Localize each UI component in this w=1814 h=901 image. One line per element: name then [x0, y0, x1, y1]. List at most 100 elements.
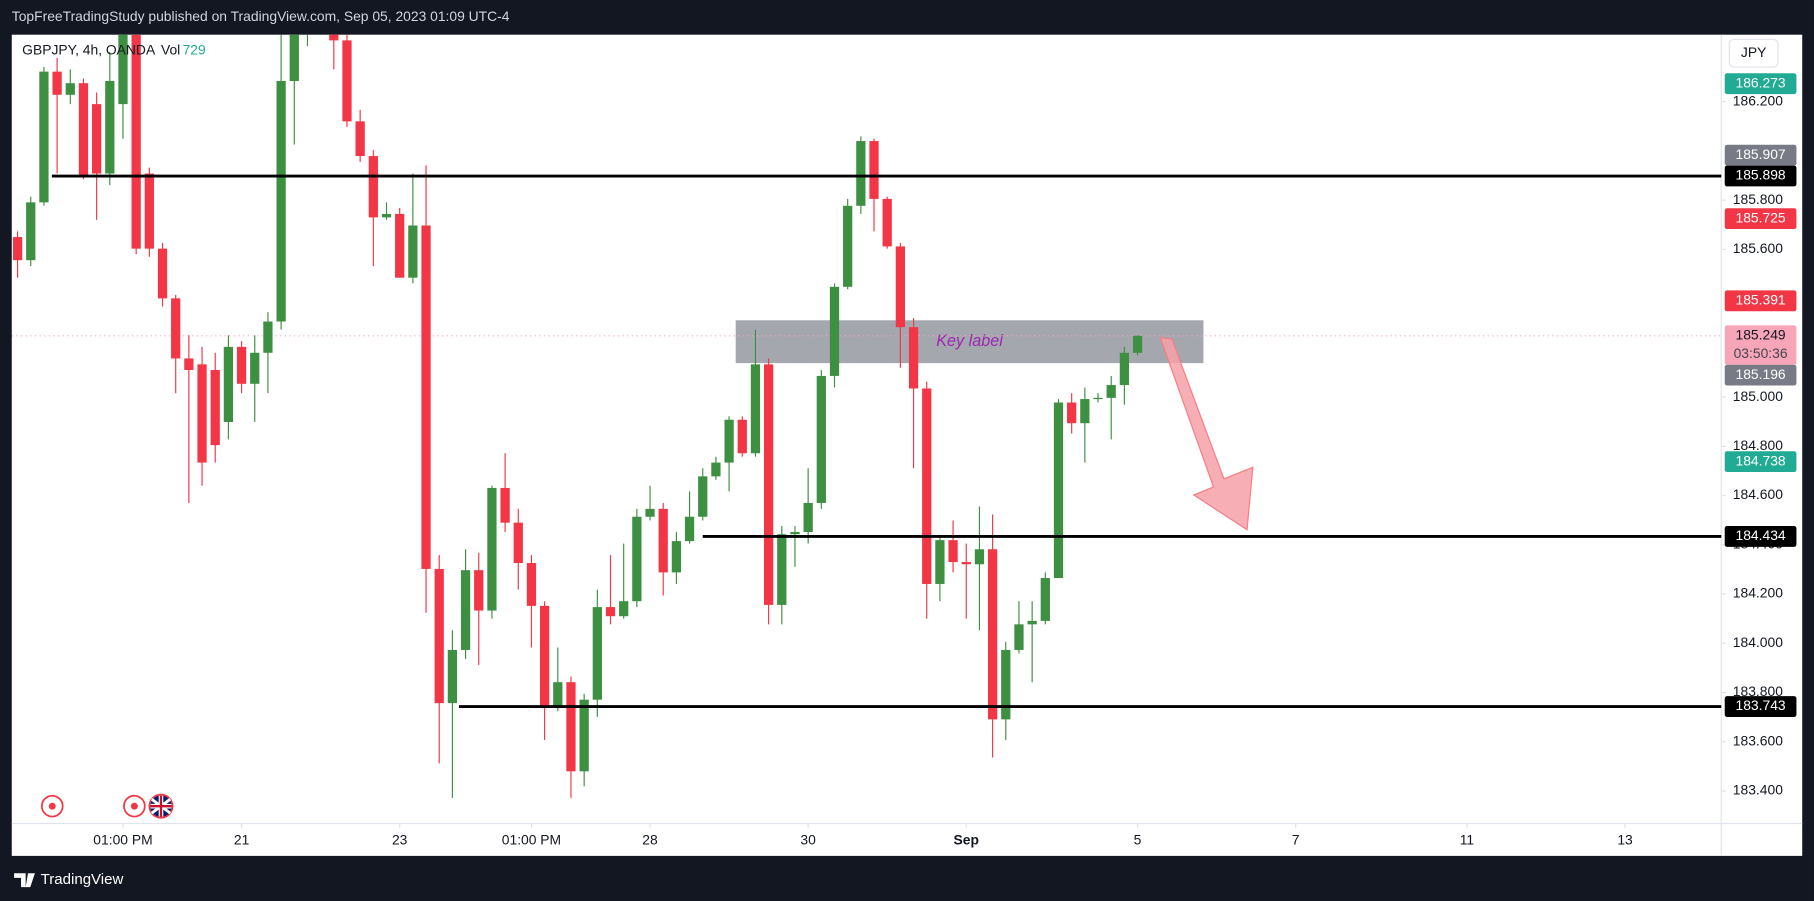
header-text: TopFreeTradingStudy published on Trading…: [12, 8, 510, 24]
candle-body: [856, 141, 866, 206]
y-tick-label: 184.000: [1733, 634, 1783, 650]
y-tick-label: 185.000: [1733, 388, 1783, 404]
y-tick-label: 183.600: [1733, 732, 1783, 748]
candle-body: [790, 532, 800, 535]
candle-body: [869, 141, 879, 199]
candle-body: [803, 502, 813, 533]
candle-body: [474, 570, 484, 611]
candle-body: [922, 388, 932, 584]
candle-body: [1106, 385, 1116, 398]
zone-label: Key label: [936, 332, 1003, 350]
candle-body: [698, 476, 708, 517]
candle-body: [1053, 402, 1064, 579]
candle-body: [1119, 352, 1130, 386]
candle-body: [935, 540, 945, 584]
y-tick-label: 184.800: [1733, 437, 1783, 453]
candle-body: [632, 516, 642, 602]
candle-body: [724, 419, 734, 463]
price-label-box: [1724, 165, 1797, 187]
event-markers: [40, 793, 174, 819]
y-tick-label: 184.200: [1733, 585, 1783, 601]
candle-body: [605, 607, 616, 617]
candle-body: [882, 198, 892, 247]
x-tick-label: 7: [1292, 832, 1300, 848]
candle-body: [908, 327, 919, 389]
price-label-box: [1724, 73, 1797, 95]
candle-body: [171, 298, 181, 359]
arrow-drawing: [1159, 337, 1254, 531]
candle-body: [961, 562, 971, 565]
candle-body: [263, 321, 273, 353]
price-label: 186.273: [1736, 74, 1786, 90]
candle-body: [395, 213, 405, 278]
candle-body: [513, 522, 523, 564]
candle-body: [131, 34, 141, 249]
price-label-box: [1724, 526, 1797, 547]
candle-body: [948, 540, 958, 563]
candle-body: [737, 419, 747, 454]
candle-body: [434, 568, 444, 704]
event-dot: [130, 802, 138, 810]
candle-body: [500, 487, 510, 523]
candle-body: [12, 237, 23, 261]
candle-body: [671, 541, 682, 573]
price-label: 185.725: [1736, 209, 1786, 225]
price-label-box: [1724, 290, 1797, 312]
candle-body: [1014, 624, 1024, 650]
price-label-box: [1724, 144, 1797, 166]
currency-button[interactable]: [1728, 38, 1779, 68]
price-label: 183.743: [1736, 697, 1786, 713]
price-label: 184.434: [1736, 527, 1786, 543]
candle-body: [236, 346, 247, 384]
x-tick-label: 5: [1134, 832, 1142, 848]
candle-body: [26, 202, 36, 261]
price-label-box: [1724, 696, 1797, 717]
y-tick-label: 185.600: [1733, 240, 1783, 256]
candle-body: [566, 682, 576, 772]
candle-body: [78, 83, 89, 176]
x-tick-label: 01:00 PM: [502, 832, 561, 848]
candle-body: [539, 605, 550, 708]
candle-body: [447, 649, 458, 704]
candle-body: [184, 358, 194, 371]
flag-cross: [150, 795, 172, 817]
price-label-box: [1724, 364, 1797, 386]
footer-brand: TradingView: [41, 871, 124, 888]
countdown: 03:50:36: [1734, 345, 1788, 361]
x-tick-label: Sep: [954, 832, 979, 848]
candle-body: [711, 462, 721, 477]
candle-body: [974, 549, 985, 565]
candle-body: [52, 71, 62, 95]
candle-body: [223, 346, 234, 422]
x-tick-label: 11: [1460, 832, 1475, 848]
price-label: 185.907: [1736, 146, 1786, 162]
candle-body: [421, 225, 431, 569]
candle-body: [750, 364, 761, 454]
price-label: 185.391: [1736, 291, 1786, 307]
candle-body: [105, 80, 115, 174]
candle-body: [1040, 578, 1050, 621]
y-tick-label: 183.400: [1733, 782, 1783, 798]
candle-body: [276, 80, 286, 322]
candle-body: [1132, 335, 1143, 353]
candle-body: [39, 71, 49, 203]
candle-body: [526, 563, 537, 606]
candle-body: [592, 607, 602, 700]
candle-body: [381, 213, 392, 218]
candle-body: [118, 34, 128, 105]
candle-body: [342, 40, 352, 122]
symbol-legend: GBPJPY, 4h, OANDA: [22, 42, 156, 58]
candle-body: [987, 549, 998, 720]
price-label: 185.898: [1736, 167, 1786, 183]
candle-body: [579, 699, 589, 772]
chart-pane: [11, 34, 1803, 856]
plot: Key label: [11, 34, 1722, 798]
y-tick-label: 184.600: [1733, 486, 1783, 502]
price-label: 185.249: [1736, 326, 1786, 342]
y-tick-label: 183.800: [1733, 683, 1783, 699]
x-tick-label: 21: [234, 832, 250, 848]
candle-body: [843, 205, 853, 287]
y-tick-label: 185.800: [1733, 191, 1783, 207]
